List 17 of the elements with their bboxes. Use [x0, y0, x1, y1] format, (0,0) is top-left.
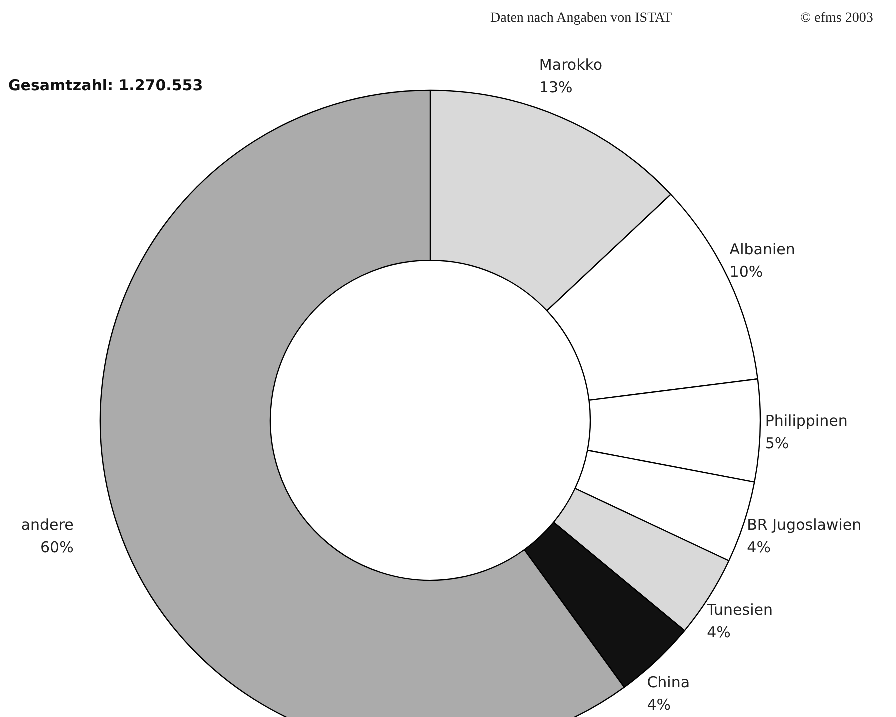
text: Gesamtzahl: 1.270.553	[8, 76, 204, 94]
data-label: 4%	[707, 624, 731, 642]
slice-label: Tunesien	[706, 601, 773, 620]
data-label: 4%	[647, 696, 671, 714]
slice-label: BR Jugoslawien	[747, 516, 862, 534]
slice-label: Marokko	[539, 56, 603, 74]
slice-label: China	[647, 674, 690, 692]
data-label: 4%	[747, 538, 771, 557]
text: Daten nach Angaben von ISTAT	[490, 11, 673, 26]
data-label: 13%	[539, 78, 573, 97]
data-label: 60%	[40, 538, 74, 557]
slice-label: Albanien	[730, 240, 796, 259]
text: © efms 2003	[800, 11, 874, 26]
slice-label: andere	[21, 516, 74, 534]
data-label: 5%	[765, 434, 790, 453]
data-label: 10%	[730, 263, 764, 282]
slice-label: Philippinen	[765, 412, 848, 430]
